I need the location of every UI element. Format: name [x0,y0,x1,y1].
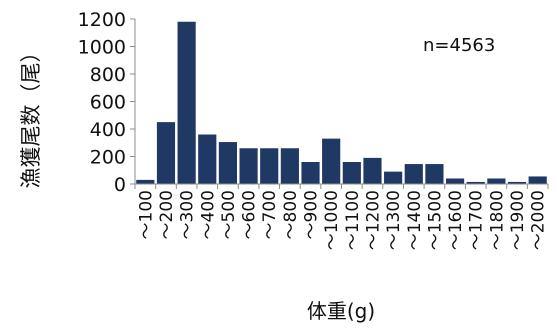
y-axis-title: 漁獲尾数（尾） [19,42,43,189]
bar-10 [342,162,361,184]
x-tick-label-5: ～600 [240,190,260,239]
x-tick-label-19: ～2000 [529,190,549,250]
bar-16 [466,181,485,184]
x-tick-label-1: ～200 [157,190,177,239]
bar-1 [156,122,176,185]
bar-13 [404,164,423,184]
x-tick-label-7: ～800 [281,190,301,239]
x-tick-label-6: ～700 [260,190,280,239]
bar-3 [198,134,217,184]
bar-2 [177,21,196,184]
x-tick-label-10: ～1100 [343,190,363,250]
bar-5 [239,148,258,184]
bar-6 [260,148,279,184]
bar-17 [487,178,506,184]
bar-14 [425,164,444,184]
y-tick-label-5: 1000 [78,37,126,59]
sample-size-annotation: n=4563 [423,35,495,56]
y-tick-label-2: 400 [90,119,126,141]
x-tick-label-2: ～300 [178,190,198,239]
x-tick-label-12: ～1300 [384,190,404,250]
x-tick-label-13: ～1400 [405,190,425,250]
x-tick-label-11: ～1200 [363,190,383,250]
bar-4 [218,142,238,184]
axes-layer [130,18,549,189]
x-tick-label-4: ～500 [219,190,239,239]
y-tick-label-4: 800 [90,64,126,86]
y-tick-label-3: 600 [90,92,126,114]
y-tick-label-6: 1200 [78,9,126,31]
bar-0 [136,179,155,185]
bar-12 [384,171,403,185]
labels-layer: 0 200 400 600 800 1000 1200 ～100 ～200 ～300 ～400 ～50… [19,9,549,323]
x-tick-label-3: ～400 [198,190,218,239]
x-tick-label-18: ～1900 [508,190,528,250]
bar-11 [363,157,382,185]
x-tick-label-8: ～900 [302,190,322,239]
bar-19 [528,176,547,184]
x-tick-label-16: ～1700 [467,190,487,250]
x-tick-label-17: ～1800 [487,190,507,250]
y-tick-label-1: 200 [90,147,126,169]
bar-15 [445,178,465,184]
x-tick-label-9: ～1000 [322,190,342,250]
x-tick-label-14: ～1500 [425,190,445,250]
bar-18 [507,181,527,184]
bar-8 [301,162,320,184]
bar-9 [322,138,341,185]
x-axis-title: 体重(g) [307,299,375,323]
bars-layer [136,21,547,185]
x-tick-label-0: ～100 [136,190,156,239]
y-tick-label-0: 0 [114,174,126,196]
bar-7 [280,148,299,184]
x-tick-label-15: ～1600 [446,190,466,250]
